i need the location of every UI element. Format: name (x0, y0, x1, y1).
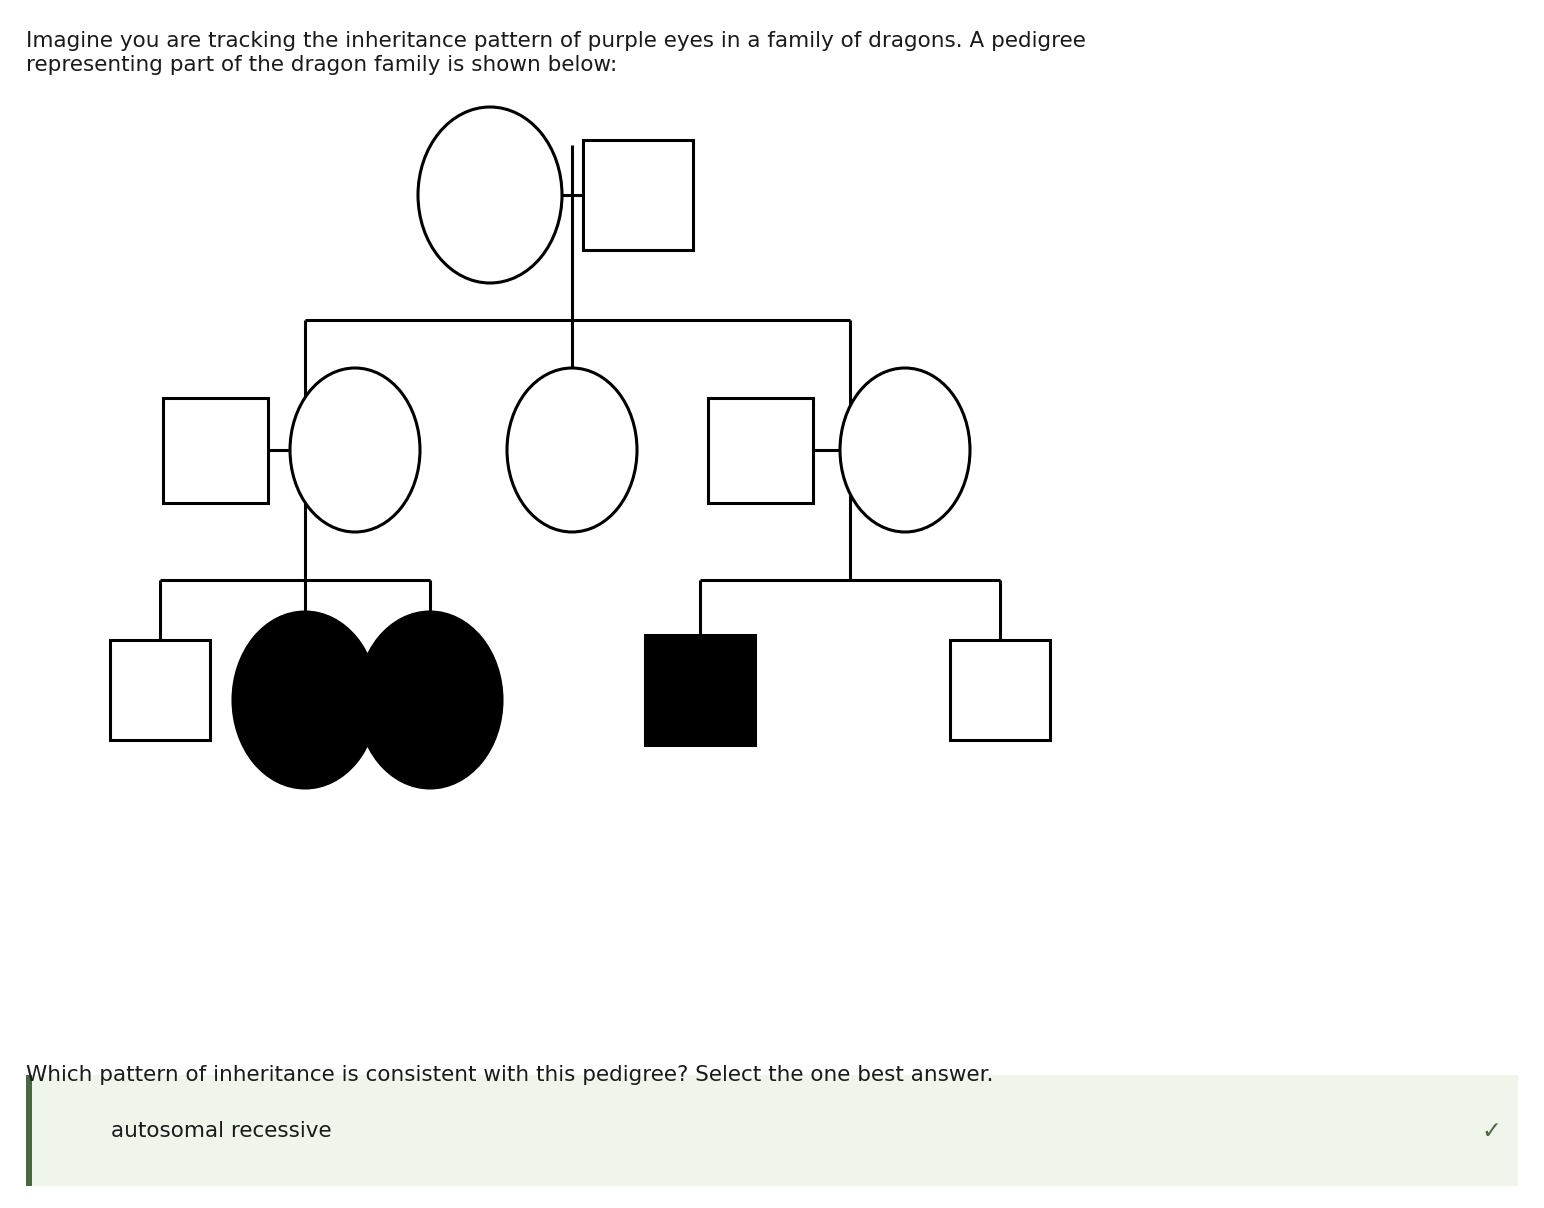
Bar (110, 640, 210, 741)
Bar (162, 397, 267, 503)
Ellipse shape (506, 368, 638, 532)
Bar (950, 640, 1050, 741)
Ellipse shape (290, 368, 420, 532)
Text: autosomal recessive: autosomal recessive (111, 1121, 332, 1140)
Bar (707, 397, 812, 503)
Bar (645, 635, 755, 745)
Ellipse shape (358, 612, 502, 788)
Circle shape (74, 1117, 99, 1143)
Ellipse shape (418, 108, 562, 283)
Ellipse shape (840, 368, 970, 532)
Text: Which pattern of inheritance is consistent with this pedigree? Select the one be: Which pattern of inheritance is consiste… (26, 1065, 994, 1086)
Bar (584, 140, 693, 250)
Text: Imagine you are tracking the inheritance pattern of purple eyes in a family of d: Imagine you are tracking the inheritance… (26, 31, 1085, 75)
Ellipse shape (233, 612, 377, 788)
Text: ✓: ✓ (1481, 1119, 1501, 1143)
